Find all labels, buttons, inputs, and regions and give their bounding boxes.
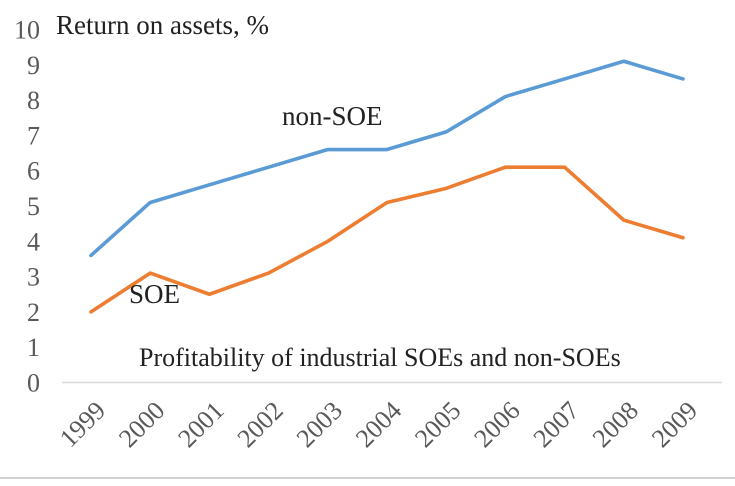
plot-area bbox=[89, 59, 685, 314]
chart-subtitle: Profitability of industrial SOEs and non… bbox=[139, 343, 621, 372]
y-axis-tick-label: 6 bbox=[27, 157, 40, 186]
x-axis: 1999 2000 2001 2002 2003 2004 2005 2006 2007 2008… bbox=[54, 396, 703, 453]
y-axis-tick-label: 9 bbox=[27, 51, 40, 80]
y-axis-tick-label: 7 bbox=[27, 121, 40, 150]
x-axis-tick-label: 2006 bbox=[468, 396, 525, 453]
y-axis-tick-label: 5 bbox=[27, 192, 40, 221]
chart-title: Return on assets, % bbox=[56, 10, 269, 40]
x-axis-tick-label: 2000 bbox=[113, 396, 170, 453]
x-axis-tick-label: 1999 bbox=[54, 396, 111, 453]
y-axis-tick-label: 10 bbox=[14, 16, 40, 45]
x-axis-tick-label: 2009 bbox=[646, 396, 703, 453]
y-axis: 0 1 2 3 4 5 6 7 8 9 10 bbox=[14, 16, 40, 398]
x-axis-tick-label: 2001 bbox=[172, 396, 229, 453]
x-axis-tick-label: 2005 bbox=[409, 396, 466, 453]
series-line-soe bbox=[89, 165, 685, 314]
page-bottom-rule bbox=[0, 477, 735, 479]
x-axis-tick-label: 2004 bbox=[350, 396, 407, 453]
y-axis-tick-label: 4 bbox=[27, 227, 40, 256]
series-label-non-soe: non-SOE bbox=[282, 101, 383, 131]
y-axis-tick-label: 1 bbox=[27, 333, 40, 362]
x-axis-tick-label: 2007 bbox=[528, 396, 585, 453]
x-axis-tick-label: 2008 bbox=[587, 396, 644, 453]
series-line-non-soe bbox=[89, 59, 685, 258]
y-axis-tick-label: 2 bbox=[27, 298, 40, 327]
y-axis-tick-label: 3 bbox=[27, 263, 40, 292]
y-axis-tick-label: 0 bbox=[27, 369, 40, 398]
y-axis-tick-label: 8 bbox=[27, 86, 40, 115]
x-axis-tick-label: 2002 bbox=[232, 396, 289, 453]
series-label-soe: SOE bbox=[129, 279, 181, 309]
x-axis-tick-label: 2003 bbox=[291, 396, 348, 453]
